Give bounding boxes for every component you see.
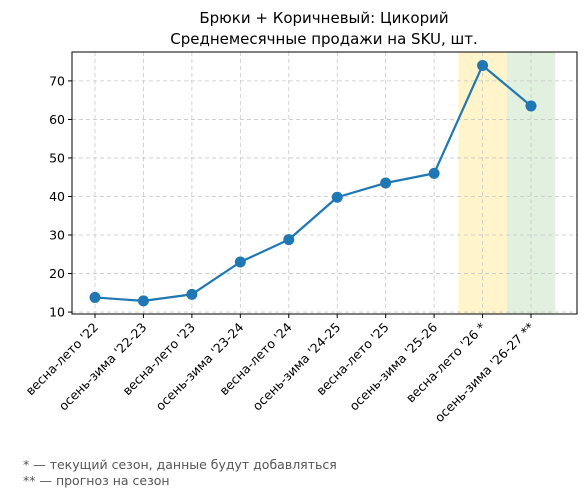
data-point — [234, 256, 246, 268]
data-point — [137, 295, 149, 307]
data-point — [428, 167, 440, 179]
data-point — [186, 288, 198, 300]
y-tick-label: 40 — [49, 189, 65, 204]
y-tick-label: 60 — [49, 112, 65, 127]
data-point — [283, 234, 295, 246]
x-tick-label: осень-зима '24-25 — [249, 320, 343, 414]
y-tick-label: 70 — [49, 73, 65, 88]
data-point — [331, 191, 343, 203]
footnote-forecast: ** — прогноз на сезон — [23, 473, 170, 488]
data-point — [525, 100, 537, 112]
y-tick-label: 30 — [49, 228, 65, 243]
chart-subtitle: Среднемесячные продажи на SKU, шт. — [170, 30, 478, 48]
data-point — [477, 59, 489, 71]
x-tick-label: осень-зима '23-24 — [153, 319, 247, 413]
x-tick-label: осень-зима '22-23 — [56, 320, 150, 414]
y-tick-label: 20 — [49, 266, 65, 281]
data-point — [89, 291, 101, 303]
data-point — [380, 177, 392, 189]
highlight-band-current — [458, 52, 507, 314]
plot-frame — [71, 51, 578, 315]
series-line — [94, 64, 532, 302]
x-tick-label: осень-зима '26-27 ** — [432, 320, 538, 426]
x-tick-label: осень-зима '25-26 — [346, 319, 440, 413]
chart-title: Брюки + Коричневый: Цикорий — [199, 9, 448, 27]
y-tick-label: 50 — [49, 150, 65, 165]
y-tick-label: 10 — [49, 305, 65, 320]
footnote-current-season: * — текущий сезон, данные будут добавлят… — [23, 457, 337, 472]
